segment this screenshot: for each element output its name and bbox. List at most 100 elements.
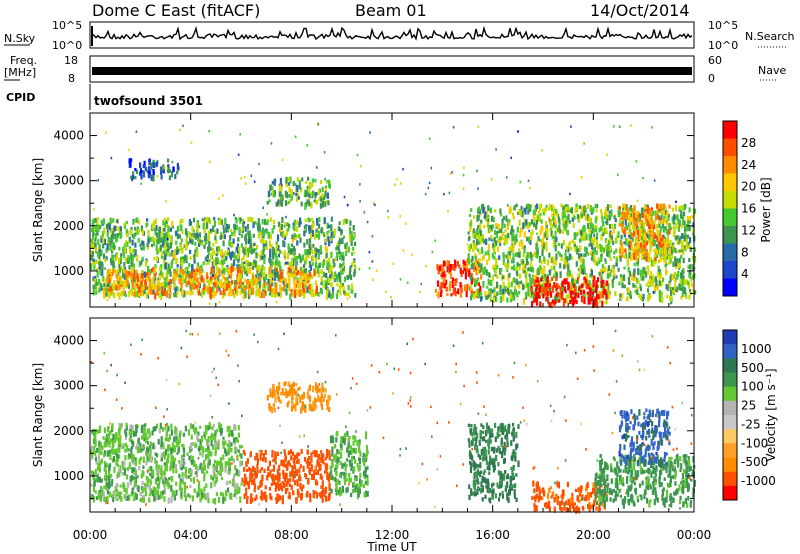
data-cell	[261, 238, 265, 244]
data-cell	[507, 263, 510, 269]
data-cell	[103, 461, 107, 466]
data-cell	[98, 254, 101, 260]
data-cell	[299, 256, 302, 264]
data-cell	[559, 263, 562, 269]
data-cell	[639, 242, 642, 248]
data-cell	[625, 213, 629, 221]
data-cell	[330, 293, 333, 300]
data-cell	[230, 232, 234, 237]
data-cell	[135, 446, 138, 450]
data-cell	[488, 237, 491, 241]
data-cell	[544, 290, 547, 296]
speckle-cell	[151, 244, 154, 248]
data-cell	[543, 281, 546, 286]
data-cell	[609, 257, 612, 261]
data-cell	[614, 290, 617, 296]
data-cell	[519, 273, 522, 279]
data-cell	[504, 238, 507, 244]
data-cell	[168, 477, 171, 481]
data-cell	[153, 267, 156, 274]
data-cell	[305, 274, 308, 281]
data-cell	[575, 232, 579, 237]
data-cell	[520, 205, 523, 212]
data-cell	[190, 434, 193, 440]
data-cell	[677, 271, 680, 278]
data-cell	[106, 274, 109, 282]
speckle-cell	[672, 221, 674, 224]
data-cell	[662, 277, 665, 282]
data-cell	[499, 240, 502, 247]
data-cell	[583, 276, 586, 281]
data-cell	[298, 233, 301, 239]
data-cell	[242, 288, 245, 292]
data-cell	[188, 456, 191, 461]
data-cell	[133, 494, 136, 501]
data-cell	[152, 486, 155, 493]
speckle-cell	[104, 131, 107, 134]
data-cell	[164, 437, 167, 442]
data-cell	[207, 230, 210, 237]
data-cell	[291, 234, 294, 240]
data-cell	[570, 273, 573, 278]
data-cell	[567, 293, 570, 299]
data-cell	[668, 247, 671, 255]
data-cell	[582, 230, 585, 235]
data-cell	[476, 248, 480, 252]
data-cell	[207, 217, 210, 223]
data-cell	[480, 274, 483, 280]
data-cell	[163, 222, 166, 228]
speckle-cell	[225, 227, 227, 230]
speckle-cell	[262, 206, 264, 210]
speckle-cell	[447, 210, 449, 213]
data-cell	[631, 273, 634, 281]
data-cell	[656, 236, 659, 243]
data-cell	[646, 212, 650, 220]
colorbar-tick-label: 20	[741, 180, 756, 194]
data-cell	[250, 287, 253, 295]
data-cell	[94, 443, 97, 448]
data-cell	[507, 233, 510, 238]
data-cell	[652, 259, 656, 264]
data-cell	[228, 268, 231, 276]
data-cell	[340, 264, 343, 268]
data-cell	[111, 249, 114, 254]
data-cell	[189, 249, 192, 255]
data-cell	[189, 290, 192, 295]
data-cell	[478, 261, 481, 267]
speckle-cell	[368, 250, 371, 254]
data-cell	[317, 254, 320, 260]
data-cell	[94, 278, 98, 282]
data-cell	[651, 210, 654, 216]
data-cell	[202, 261, 205, 266]
data-cell	[178, 279, 181, 284]
data-cell	[299, 266, 302, 272]
data-cell	[279, 249, 282, 254]
data-cell	[192, 477, 196, 484]
data-cell	[181, 230, 184, 235]
data-cell	[642, 227, 645, 233]
data-cell	[577, 277, 580, 281]
data-cell	[350, 231, 353, 236]
data-cell	[518, 241, 521, 247]
data-cell	[146, 276, 149, 282]
speckle-cell	[536, 232, 538, 235]
data-cell	[587, 252, 590, 256]
data-cell	[140, 240, 143, 246]
data-cell	[228, 469, 231, 474]
data-cell	[91, 228, 94, 233]
colorbar-tick-label: 28	[741, 136, 756, 150]
data-cell	[219, 464, 222, 470]
data-cell	[205, 234, 208, 242]
speckle-cell	[387, 216, 390, 219]
data-cell	[279, 269, 282, 276]
data-cell	[436, 280, 440, 287]
data-cell	[152, 277, 155, 284]
data-cell	[106, 282, 109, 287]
data-cell	[676, 273, 679, 280]
data-cell	[482, 267, 485, 275]
speckle-cell	[681, 249, 683, 252]
data-cell	[151, 223, 154, 230]
data-cell	[512, 236, 515, 241]
data-cell	[98, 467, 101, 473]
